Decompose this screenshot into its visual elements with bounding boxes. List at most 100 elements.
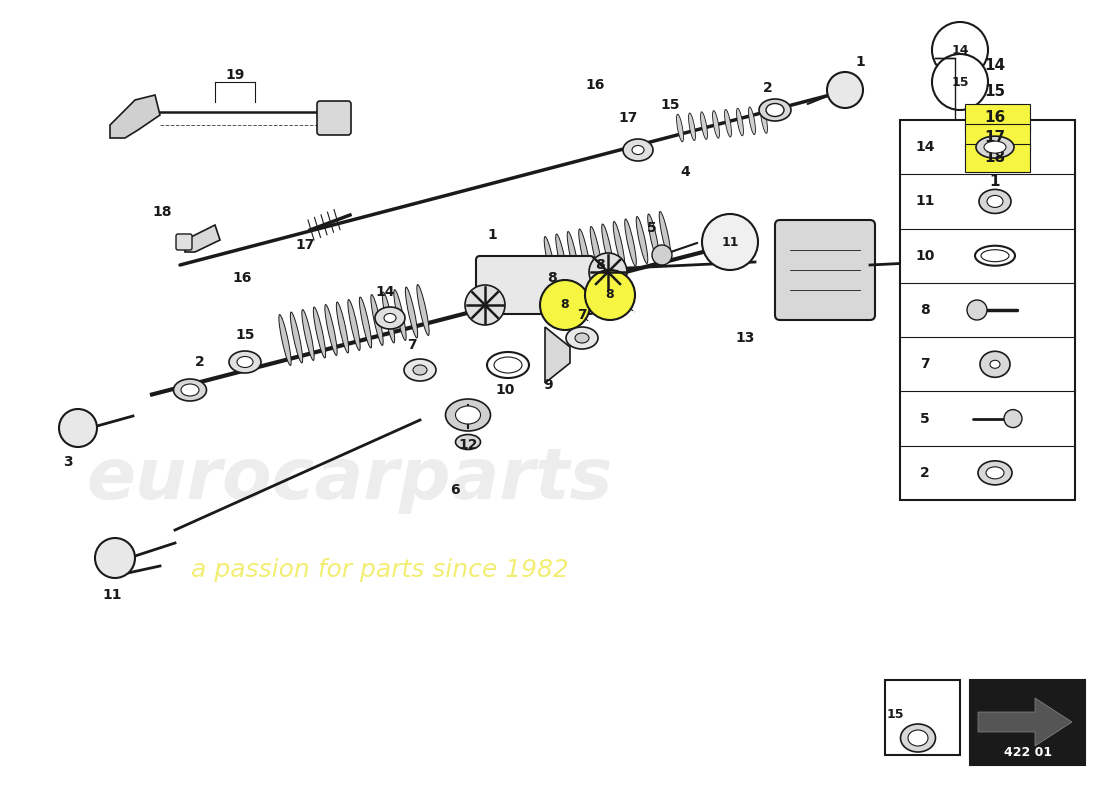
Ellipse shape bbox=[384, 314, 396, 322]
Ellipse shape bbox=[404, 359, 436, 381]
Text: 14: 14 bbox=[984, 58, 1005, 73]
Text: 10: 10 bbox=[915, 249, 935, 262]
Ellipse shape bbox=[579, 229, 591, 276]
Text: 10: 10 bbox=[495, 383, 515, 397]
Circle shape bbox=[95, 538, 135, 578]
Ellipse shape bbox=[986, 467, 1004, 479]
Text: 14: 14 bbox=[952, 43, 969, 57]
Ellipse shape bbox=[375, 307, 405, 329]
Ellipse shape bbox=[412, 365, 427, 375]
Circle shape bbox=[585, 270, 635, 320]
Circle shape bbox=[967, 300, 987, 320]
Text: a passion for parts since 1982: a passion for parts since 1982 bbox=[191, 558, 569, 582]
Circle shape bbox=[588, 253, 627, 291]
Text: 11: 11 bbox=[722, 235, 739, 249]
FancyBboxPatch shape bbox=[886, 680, 960, 755]
Ellipse shape bbox=[417, 285, 429, 335]
Text: 15: 15 bbox=[660, 98, 680, 112]
Text: 12: 12 bbox=[459, 438, 477, 452]
Text: 15: 15 bbox=[984, 85, 1005, 99]
Circle shape bbox=[540, 280, 590, 330]
Text: 422 01: 422 01 bbox=[1004, 746, 1052, 758]
Text: 14: 14 bbox=[915, 140, 935, 154]
Circle shape bbox=[932, 54, 988, 110]
Circle shape bbox=[465, 285, 505, 325]
Ellipse shape bbox=[625, 219, 636, 266]
Text: 18: 18 bbox=[152, 205, 172, 219]
Ellipse shape bbox=[979, 190, 1011, 214]
Polygon shape bbox=[544, 327, 570, 383]
Ellipse shape bbox=[290, 312, 303, 363]
Circle shape bbox=[827, 72, 864, 108]
Ellipse shape bbox=[689, 113, 695, 141]
FancyBboxPatch shape bbox=[900, 120, 1075, 500]
Ellipse shape bbox=[455, 434, 481, 450]
Text: 13: 13 bbox=[735, 331, 755, 345]
Circle shape bbox=[59, 409, 97, 447]
Ellipse shape bbox=[236, 357, 253, 367]
FancyBboxPatch shape bbox=[317, 101, 351, 135]
Ellipse shape bbox=[544, 237, 556, 283]
Text: 5: 5 bbox=[647, 221, 657, 235]
Ellipse shape bbox=[984, 141, 1006, 153]
Polygon shape bbox=[978, 698, 1072, 746]
Circle shape bbox=[652, 245, 672, 265]
Ellipse shape bbox=[613, 222, 625, 269]
Ellipse shape bbox=[636, 217, 648, 263]
Ellipse shape bbox=[737, 108, 744, 136]
FancyBboxPatch shape bbox=[476, 256, 594, 314]
Ellipse shape bbox=[981, 250, 1009, 262]
Text: 17: 17 bbox=[984, 130, 1005, 146]
FancyBboxPatch shape bbox=[970, 680, 1085, 765]
FancyBboxPatch shape bbox=[965, 104, 1030, 132]
Polygon shape bbox=[110, 95, 160, 138]
FancyBboxPatch shape bbox=[776, 220, 875, 320]
Text: 7: 7 bbox=[921, 358, 929, 371]
Ellipse shape bbox=[676, 114, 683, 142]
Text: 16: 16 bbox=[585, 78, 605, 92]
Ellipse shape bbox=[314, 307, 326, 358]
Ellipse shape bbox=[766, 103, 784, 117]
Ellipse shape bbox=[648, 214, 659, 261]
Text: 17: 17 bbox=[618, 111, 638, 125]
Ellipse shape bbox=[324, 305, 338, 355]
Ellipse shape bbox=[632, 146, 644, 154]
FancyBboxPatch shape bbox=[965, 124, 1030, 152]
Text: 8: 8 bbox=[606, 289, 614, 302]
Text: 2: 2 bbox=[920, 466, 929, 480]
Ellipse shape bbox=[383, 292, 395, 343]
Text: 16: 16 bbox=[984, 110, 1005, 126]
Text: 1: 1 bbox=[990, 174, 1000, 190]
Text: 15: 15 bbox=[952, 75, 969, 89]
Ellipse shape bbox=[701, 112, 707, 139]
Ellipse shape bbox=[713, 110, 719, 138]
Ellipse shape bbox=[759, 99, 791, 121]
Ellipse shape bbox=[487, 352, 529, 378]
Text: 3: 3 bbox=[63, 455, 73, 469]
Text: 8: 8 bbox=[561, 298, 570, 311]
Text: 8: 8 bbox=[547, 271, 557, 285]
Text: 8: 8 bbox=[595, 258, 605, 272]
Ellipse shape bbox=[978, 461, 1012, 485]
Text: 14: 14 bbox=[375, 285, 395, 299]
Text: 8: 8 bbox=[920, 303, 929, 317]
Text: 11: 11 bbox=[102, 588, 122, 602]
Ellipse shape bbox=[174, 379, 207, 401]
Ellipse shape bbox=[623, 139, 653, 161]
Ellipse shape bbox=[725, 110, 732, 137]
Ellipse shape bbox=[901, 724, 935, 752]
Text: 9: 9 bbox=[543, 378, 553, 392]
Text: 1: 1 bbox=[855, 55, 865, 69]
Ellipse shape bbox=[394, 290, 406, 341]
Text: 1: 1 bbox=[487, 228, 497, 242]
Ellipse shape bbox=[659, 211, 671, 258]
Text: 2: 2 bbox=[763, 81, 773, 95]
Ellipse shape bbox=[182, 384, 199, 396]
Text: 7: 7 bbox=[578, 308, 586, 322]
Ellipse shape bbox=[602, 224, 614, 271]
Ellipse shape bbox=[908, 730, 928, 746]
Ellipse shape bbox=[975, 246, 1015, 266]
Circle shape bbox=[702, 214, 758, 270]
Ellipse shape bbox=[748, 107, 756, 134]
Ellipse shape bbox=[301, 310, 315, 361]
